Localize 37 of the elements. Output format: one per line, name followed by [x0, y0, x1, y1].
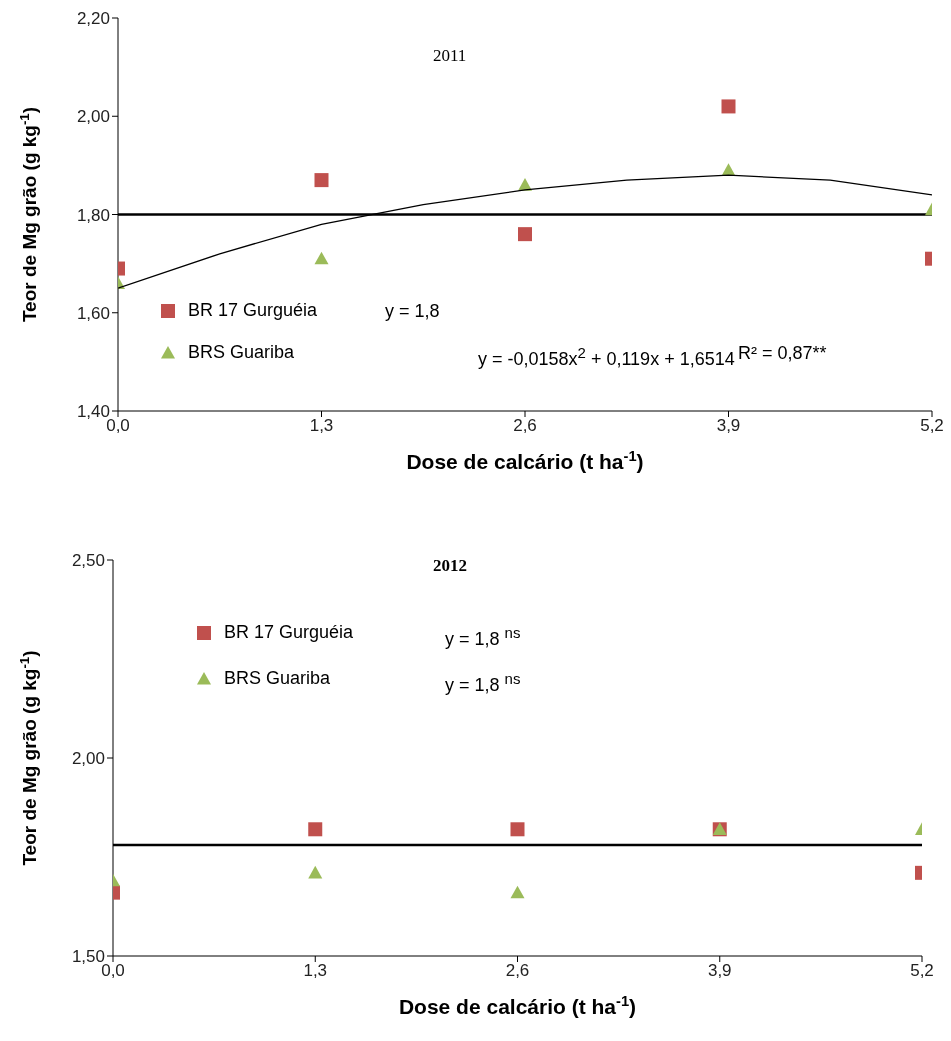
annotation: y = -0,0158x$^{2}$ + 0,119x + 1,6514 — [478, 343, 735, 370]
x-tick-label: 2,6 — [513, 416, 537, 436]
point — [308, 822, 323, 837]
y-tick-label: 1,60 — [76, 303, 110, 323]
y-tick-label: 1,80 — [76, 205, 110, 225]
x-tick-label: 3,9 — [716, 416, 741, 436]
x-tick-label: 0,0 — [101, 961, 125, 981]
annotation: R² = 0,87** — [738, 342, 827, 364]
point — [721, 99, 736, 114]
point — [308, 865, 323, 879]
point — [510, 885, 525, 899]
y-tick-label: 2,50 — [71, 551, 105, 571]
annotation: y = 1,8 $^{ns}$ — [445, 623, 521, 650]
y-tick-label: 2,00 — [71, 749, 105, 769]
legend-label: BRS Guariba — [188, 342, 295, 363]
y-tick-label: 2,20 — [76, 9, 110, 29]
x-axis-title: Dose de calcário (t ha$^{-1}$) — [406, 448, 644, 473]
legend-label: BR 17 Gurguéia — [188, 300, 318, 321]
point — [314, 173, 329, 188]
annotation: y = 1,8 $^{ns}$ — [445, 669, 521, 696]
chart-title: 2012 — [433, 556, 467, 576]
x-axis-title: Dose de calcário (t ha$^{-1}$) — [398, 993, 637, 1018]
x-tick-label: 3,9 — [707, 961, 732, 981]
x-tick-label: 0,0 — [106, 416, 130, 436]
x-tick-label: 1,3 — [303, 961, 328, 981]
point — [518, 227, 532, 242]
x-tick-label: 2,6 — [505, 961, 530, 981]
legend-label: BR 17 Gurguéia — [224, 622, 354, 643]
x-tick-label: 5,2 — [920, 416, 944, 436]
x-tick-label: 1,3 — [309, 416, 334, 436]
point — [314, 251, 329, 265]
y-tick-label: 2,00 — [76, 107, 110, 127]
point — [510, 822, 525, 837]
x-tick-label: 5,2 — [910, 961, 934, 981]
annotation: y = 1,8 — [385, 300, 440, 322]
legend-label: BRS Guariba — [224, 668, 331, 689]
text: 2011 — [433, 46, 467, 66]
